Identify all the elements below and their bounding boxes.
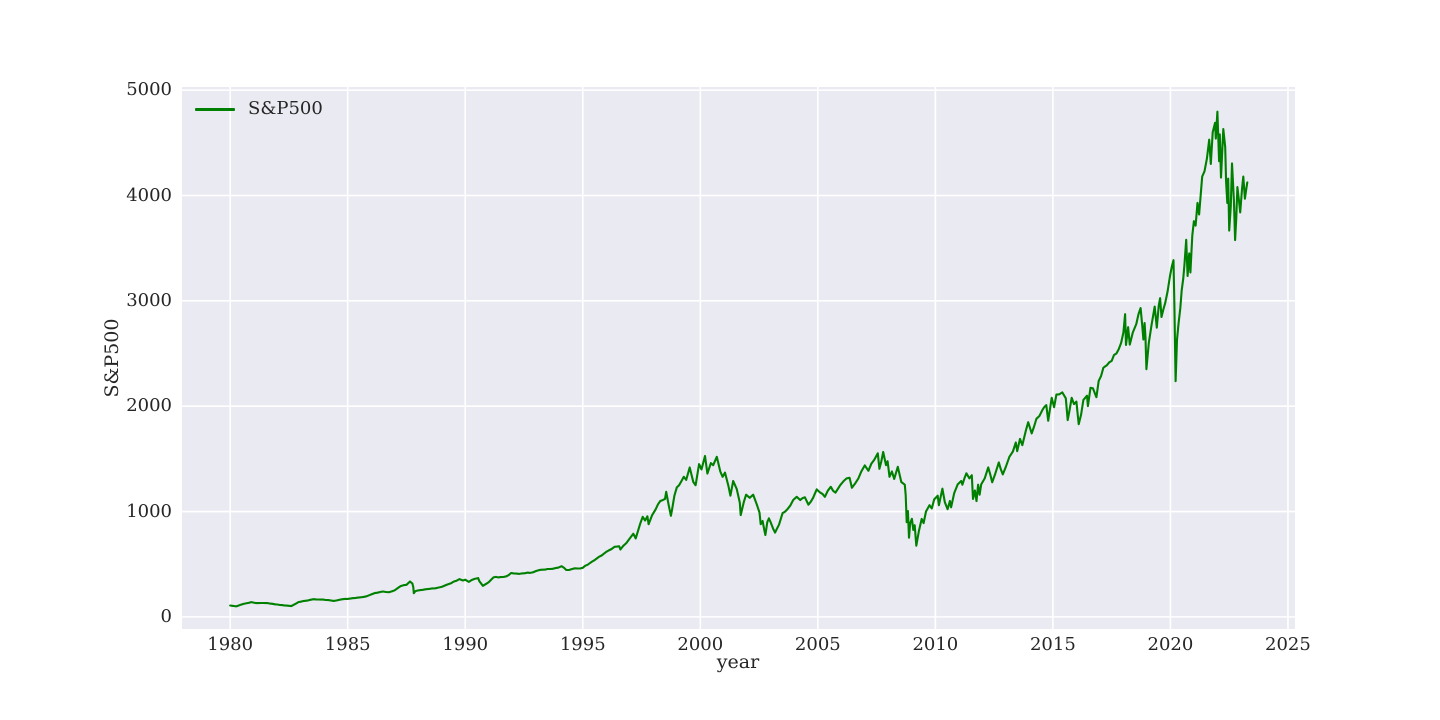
y-tick-label: 3000 <box>126 289 172 311</box>
legend-line-sample <box>195 107 235 111</box>
y-axis-label: S&P500 <box>101 318 123 398</box>
legend: S&P500 <box>195 98 323 120</box>
y-tick-label: 4000 <box>126 184 172 206</box>
legend-entry-label: S&P500 <box>248 98 323 119</box>
x-tick-label: 2020 <box>1147 634 1194 655</box>
plot-area <box>182 87 1295 629</box>
x-tick-label: 2000 <box>677 634 724 655</box>
y-tick-label: 0 <box>160 605 172 627</box>
x-tick-label: 1980 <box>207 634 254 655</box>
x-tick-label: 2005 <box>794 634 841 655</box>
x-axis-label: year <box>716 651 760 673</box>
y-tick-label: 1000 <box>126 500 172 522</box>
y-tick-label: 2000 <box>126 395 172 417</box>
x-tick-label: 1985 <box>324 634 371 655</box>
x-tick-label: 1995 <box>559 634 606 655</box>
gridlines <box>182 87 1295 629</box>
x-tick-label: 2010 <box>912 634 959 655</box>
y-tick-label: 5000 <box>126 79 172 101</box>
x-tick-label: 1990 <box>442 634 489 655</box>
x-tick-label: 2015 <box>1029 634 1076 655</box>
sp500-line <box>229 110 1249 608</box>
x-tick-label: 2025 <box>1265 634 1311 655</box>
